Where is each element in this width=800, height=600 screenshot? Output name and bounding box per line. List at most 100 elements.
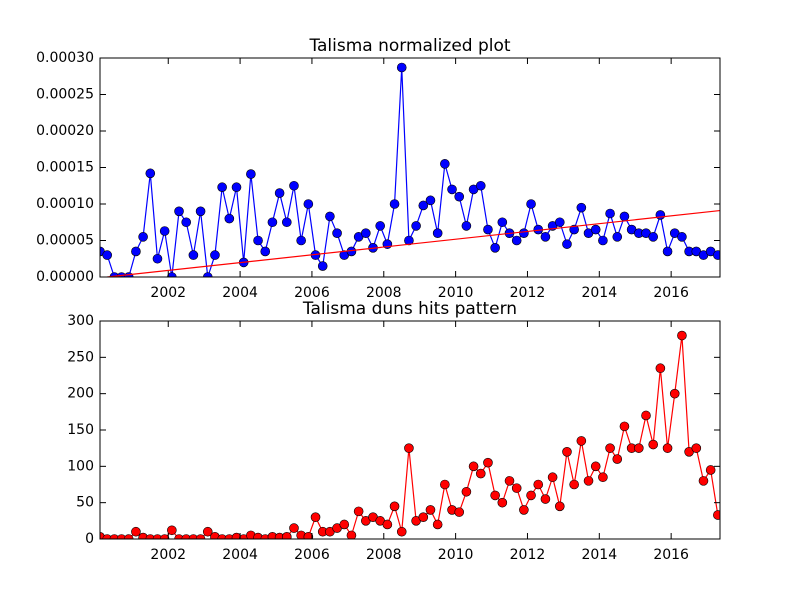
data-point bbox=[468, 461, 479, 472]
data-point bbox=[296, 235, 306, 246]
y-tick-label: 0 bbox=[85, 531, 94, 547]
data-point bbox=[109, 534, 120, 539]
data-point bbox=[102, 534, 112, 539]
y-tick-label: 50 bbox=[76, 495, 94, 511]
data-point bbox=[131, 246, 141, 257]
data-point bbox=[669, 388, 680, 399]
data-point bbox=[648, 439, 658, 450]
data-point bbox=[116, 534, 127, 539]
data-point bbox=[576, 436, 587, 446]
x-tick-label: 2016 bbox=[653, 285, 689, 301]
data-point bbox=[598, 472, 608, 483]
data-point bbox=[562, 239, 572, 249]
data-point bbox=[634, 443, 644, 453]
data-point bbox=[619, 211, 630, 222]
data-point bbox=[533, 479, 544, 490]
y-tick-label: 0.00010 bbox=[36, 196, 94, 212]
data-point bbox=[353, 506, 364, 517]
data-point bbox=[389, 199, 400, 209]
data-point bbox=[159, 534, 170, 539]
data-point bbox=[396, 62, 407, 73]
data-line bbox=[100, 67, 719, 277]
data-point bbox=[619, 421, 630, 432]
data-point bbox=[504, 476, 515, 486]
data-point bbox=[404, 235, 414, 246]
x-tick-label: 2006 bbox=[294, 547, 330, 563]
trend-line bbox=[107, 209, 720, 277]
data-point bbox=[483, 457, 493, 468]
x-tick-label: 2012 bbox=[510, 547, 546, 563]
data-point bbox=[569, 479, 579, 490]
data-point bbox=[260, 246, 271, 257]
data-point bbox=[605, 443, 615, 453]
x-tick-label: 2004 bbox=[222, 547, 258, 563]
data-point bbox=[152, 534, 163, 539]
y-tick-label: 0.00000 bbox=[36, 269, 94, 285]
data-point bbox=[167, 525, 177, 536]
data-point bbox=[440, 159, 450, 169]
y-tick-label: 0.00020 bbox=[36, 123, 94, 139]
data-point bbox=[188, 534, 199, 539]
data-point bbox=[325, 211, 335, 222]
data-point bbox=[195, 534, 206, 539]
data-point bbox=[526, 490, 536, 501]
data-point bbox=[332, 228, 342, 238]
data-point bbox=[303, 532, 314, 539]
data-point bbox=[339, 519, 350, 530]
data-point bbox=[554, 217, 565, 228]
y-tick-label: 0.00015 bbox=[36, 160, 94, 176]
data-point bbox=[511, 483, 522, 493]
data-point bbox=[152, 253, 163, 264]
data-point bbox=[490, 243, 500, 253]
data-point bbox=[705, 465, 716, 475]
data-point bbox=[590, 224, 601, 235]
data-point bbox=[145, 534, 156, 539]
data-point bbox=[231, 182, 242, 193]
data-point bbox=[655, 363, 666, 374]
data-point bbox=[310, 512, 321, 523]
data-point bbox=[540, 232, 551, 242]
data-point bbox=[174, 534, 184, 539]
data-point bbox=[454, 507, 465, 517]
data-point bbox=[181, 217, 192, 228]
data-point bbox=[202, 526, 213, 537]
data-point bbox=[246, 169, 256, 179]
data-point bbox=[217, 534, 227, 539]
x-tick-label: 2016 bbox=[653, 547, 689, 563]
data-point bbox=[540, 494, 551, 504]
data-point bbox=[490, 490, 500, 501]
data-point bbox=[698, 476, 709, 486]
data-point bbox=[253, 235, 263, 246]
x-tick-label: 2010 bbox=[438, 285, 474, 301]
data-point bbox=[662, 443, 673, 453]
x-tick-label: 2002 bbox=[150, 285, 186, 301]
y-tick-label: 150 bbox=[67, 422, 94, 438]
data-point bbox=[281, 532, 292, 539]
data-point bbox=[648, 232, 658, 242]
data-point bbox=[195, 206, 206, 217]
data-point bbox=[375, 221, 385, 231]
data-point bbox=[188, 250, 199, 260]
data-point bbox=[511, 235, 522, 246]
data-point bbox=[432, 228, 443, 238]
data-point bbox=[425, 195, 436, 206]
data-point bbox=[447, 184, 457, 195]
data-point bbox=[289, 523, 299, 533]
data-point bbox=[461, 221, 472, 231]
data-point bbox=[317, 261, 328, 271]
data-point bbox=[483, 224, 493, 235]
data-point bbox=[497, 217, 508, 228]
data-point bbox=[497, 497, 508, 508]
data-point bbox=[404, 443, 414, 453]
data-point bbox=[475, 468, 486, 479]
y-tick-label: 100 bbox=[67, 458, 94, 474]
y-tick-label: 200 bbox=[67, 386, 94, 402]
data-point bbox=[260, 534, 271, 539]
y-tick-label: 300 bbox=[67, 313, 94, 329]
data-point bbox=[217, 182, 227, 193]
data-point bbox=[289, 180, 299, 191]
x-tick-label: 2008 bbox=[366, 547, 402, 563]
data-point bbox=[547, 472, 558, 483]
data-point bbox=[691, 443, 702, 453]
data-point bbox=[411, 221, 421, 231]
